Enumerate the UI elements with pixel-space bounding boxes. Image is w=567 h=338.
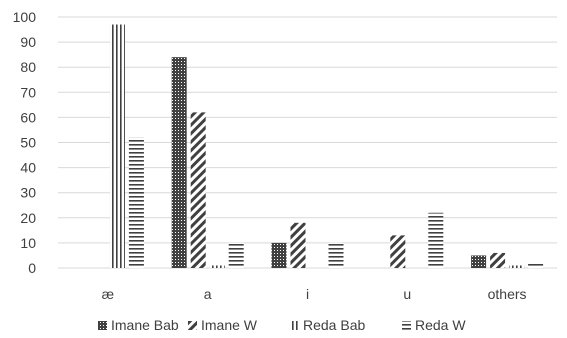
bar [228,242,244,268]
y-tick-label: 60 [20,109,36,125]
bar [109,24,125,269]
bar [328,242,344,268]
bar [428,212,444,268]
x-axis: æ a i u others [102,286,527,302]
y-tick-label: 80 [20,59,36,75]
y-tick-label: 90 [20,34,36,50]
bar [290,222,306,268]
x-tick-label: u [403,286,411,302]
legend-label: Reda Bab [303,317,365,333]
legend-swatch [188,321,197,330]
y-tick-label: 100 [13,9,37,25]
bar [171,57,187,268]
legend-label: Imane Bab [111,317,179,333]
bar [528,262,544,268]
legend-label: Reda W [415,317,466,333]
x-tick-label: others [488,286,527,302]
bars [109,24,544,269]
bar [490,252,506,268]
x-tick-label: æ [102,286,114,302]
bar [271,242,287,268]
y-tick-label: 70 [20,84,36,100]
legend-swatch [402,321,411,330]
legend-swatch [98,321,107,330]
bar [190,112,206,268]
bar [209,265,225,268]
bar [509,265,525,268]
y-tick-label: 40 [20,160,36,176]
legend: Imane Bab Imane W Reda Bab Reda W [98,317,466,333]
legend-swatch [290,321,299,330]
y-tick-label: 0 [28,260,36,276]
y-tick-label: 10 [20,235,36,251]
y-tick-label: 20 [20,210,36,226]
bar [390,235,406,268]
y-tick-label: 30 [20,185,36,201]
y-tick-label: 50 [20,135,36,151]
x-tick-label: a [204,286,212,302]
bar [128,137,144,268]
y-axis: 0 10 20 30 40 50 60 70 80 90 100 [13,9,37,276]
x-tick-label: i [306,286,309,302]
legend-label: Imane W [201,317,258,333]
bar [471,255,487,268]
